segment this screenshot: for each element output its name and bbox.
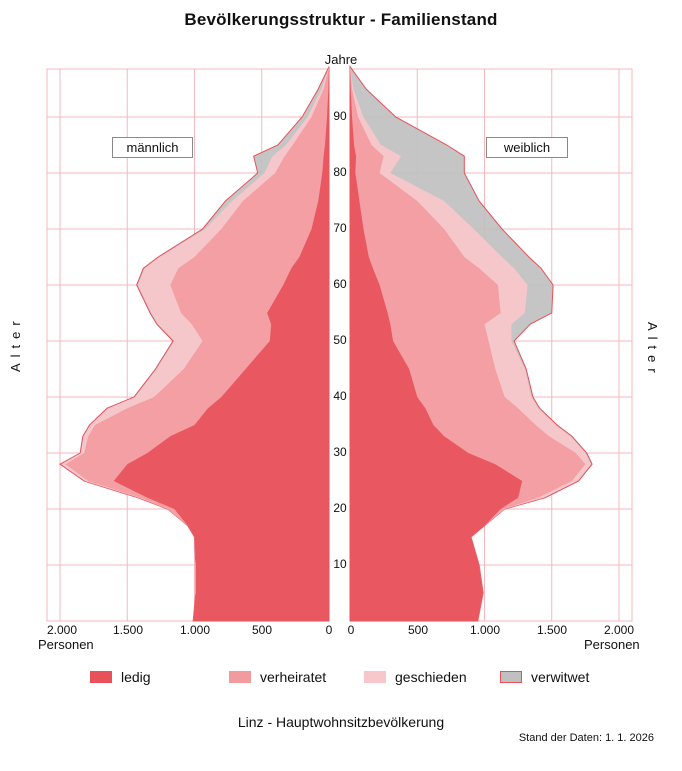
chart-title: Bevölkerungsstruktur - Familienstand [184,10,498,29]
x-axis-label-left: Personen [38,637,94,652]
female-label-box: weiblich [486,137,568,158]
legend: ledig verheiratet geschieden verwitwet [0,669,682,691]
legend-item-ledig: ledig [90,669,151,685]
x-tick-left-2000: 2.000 [46,623,78,637]
age-tick-50: 50 [333,333,347,347]
legend-label-ledig: ledig [121,669,151,685]
age-tick-30: 30 [333,445,347,459]
legend-swatch-geschieden [364,671,386,683]
legend-swatch-verheiratet [229,671,251,683]
legend-label-verwitwet: verwitwet [531,669,590,685]
y-axis-label-right: Alter [645,322,660,379]
age-tick-20: 20 [333,501,347,515]
x-tick-left-1500: 1.500 [112,623,144,637]
y-axis-label-left: Alter [8,315,23,372]
chart-subtitle: Linz - Hauptwohnsitzbevölkerung [237,714,445,730]
age-axis-label: Jahre [324,52,358,67]
age-tick-10: 10 [333,557,347,571]
legend-item-verwitwet: verwitwet [500,669,589,685]
x-tick-right-1000: 1.000 [469,623,501,637]
x-tick-right-1500: 1.500 [536,623,568,637]
x-tick-left-1000: 1.000 [179,623,211,637]
legend-swatch-ledig [90,671,112,683]
data-date-note: Stand der Daten: 1. 1. 2026 [518,732,654,744]
x-tick-right-500: 500 [407,623,429,637]
age-tick-60: 60 [333,277,347,291]
age-tick-40: 40 [333,389,347,403]
x-tick-left-500: 500 [251,623,273,637]
age-tick-70: 70 [333,221,347,235]
female-ledig-area [350,66,523,622]
age-tick-90: 90 [333,109,347,123]
legend-label-verheiratet: verheiratet [260,669,327,685]
x-axis-label-right: Personen [584,637,640,652]
legend-swatch-verwitwet [500,671,522,683]
x-tick-right-0: 0 [347,623,355,637]
male-label-box: männlich [112,137,193,158]
x-tick-left-0: 0 [325,623,333,637]
legend-item-verheiratet: verheiratet [229,669,326,685]
legend-label-geschieden: geschieden [395,669,467,685]
x-tick-right-2000: 2.000 [603,623,635,637]
age-tick-80: 80 [333,165,347,179]
legend-item-geschieden: geschieden [364,669,467,685]
male-ledig-area [113,66,329,622]
